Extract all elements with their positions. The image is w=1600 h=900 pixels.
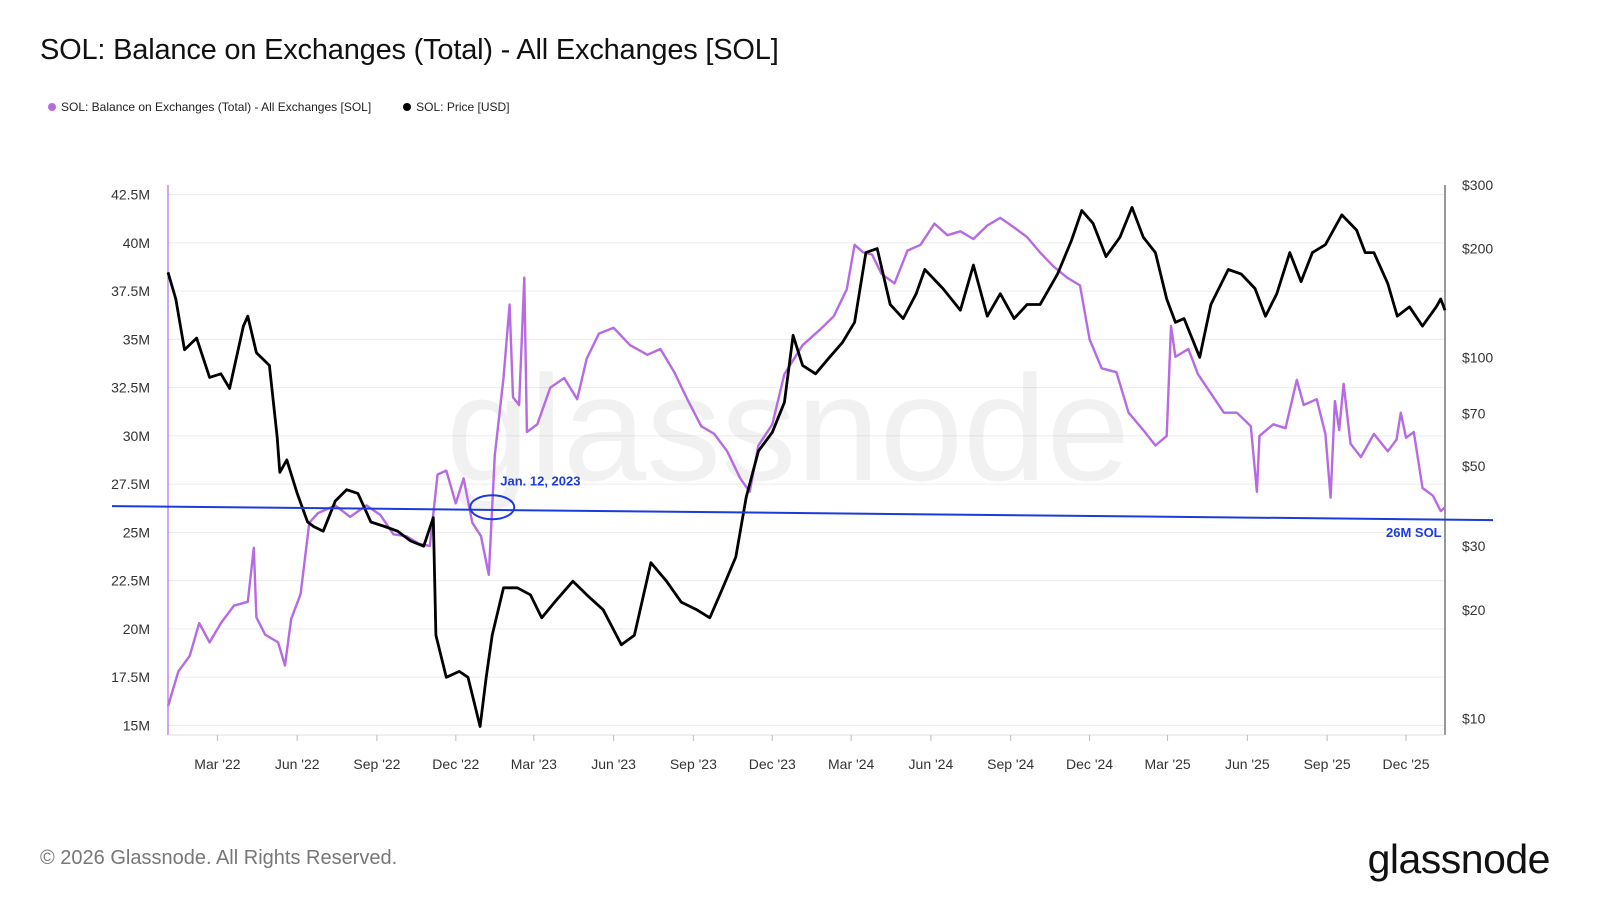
left-tick-label: 15M bbox=[123, 717, 150, 733]
chart-title: SOL: Balance on Exchanges (Total) - All … bbox=[40, 34, 779, 66]
series-layer bbox=[166, 206, 1447, 728]
x-tick-label: Jun '22 bbox=[275, 756, 320, 772]
left-tick-label: 17.5M bbox=[111, 669, 150, 685]
left-tick-label: 25M bbox=[123, 524, 150, 540]
right-axis: $300 $200 $100 $70 $50 $30 $20 $10 bbox=[1444, 177, 1493, 735]
x-tick-label: Dec '25 bbox=[1382, 756, 1429, 772]
x-tick-label: Mar '22 bbox=[194, 756, 240, 772]
x-tick-label: Jun '24 bbox=[909, 756, 954, 772]
right-tick-label: $100 bbox=[1462, 349, 1493, 365]
date-marker-label: Jan. 12, 2023 bbox=[500, 473, 580, 488]
x-tick-label: Dec '24 bbox=[1066, 756, 1113, 772]
left-axis: 42.5M 40M 37.5M 35M 32.5M 30M 27.5M 25M 22.5M 20M… bbox=[111, 185, 169, 735]
right-tick-label: $200 bbox=[1462, 241, 1493, 257]
x-tick-label: Sep '24 bbox=[987, 756, 1034, 772]
annotation-layer: 26M SOL Jan. 12, 2023 bbox=[111, 473, 1494, 540]
right-tick-label: $30 bbox=[1462, 538, 1486, 554]
legend-dot-balance bbox=[48, 103, 56, 111]
date-marker-ellipse bbox=[469, 494, 516, 521]
right-tick-label: $70 bbox=[1462, 405, 1486, 421]
left-tick-label: 37.5M bbox=[111, 283, 150, 299]
left-tick-label: 27.5M bbox=[111, 476, 150, 492]
x-tick-label: Sep '22 bbox=[353, 756, 400, 772]
left-tick-label: 20M bbox=[123, 621, 150, 637]
right-tick-label: $10 bbox=[1462, 710, 1486, 726]
support-level-line bbox=[111, 505, 1494, 522]
x-axis: Mar '22 Jun '22 Sep '22 Dec '22 Mar '23 Jun '… bbox=[168, 734, 1445, 772]
legend: SOL: Balance on Exchanges (Total) - All … bbox=[48, 100, 510, 114]
gridlines bbox=[168, 194, 1445, 726]
x-tick-label: Jun '25 bbox=[1225, 756, 1270, 772]
right-tick-label: $50 bbox=[1462, 458, 1486, 474]
x-tick-label: Sep '23 bbox=[670, 756, 717, 772]
left-tick-label: 22.5M bbox=[111, 573, 150, 589]
right-tick-label: $300 bbox=[1462, 177, 1493, 193]
left-tick-label: 40M bbox=[123, 235, 150, 251]
x-tick-label: Mar '23 bbox=[511, 756, 557, 772]
left-tick-label: 35M bbox=[123, 331, 150, 347]
x-tick-label: Sep '25 bbox=[1304, 756, 1351, 772]
copyright-footer: © 2026 Glassnode. All Rights Reserved. bbox=[40, 847, 398, 869]
left-tick-label: 30M bbox=[123, 428, 150, 444]
x-tick-label: Dec '23 bbox=[749, 756, 796, 772]
legend-item-balance[interactable]: SOL: Balance on Exchanges (Total) - All … bbox=[48, 100, 371, 114]
legend-dot-price bbox=[403, 103, 412, 111]
price-series-line bbox=[166, 206, 1447, 728]
support-level-label: 26M SOL bbox=[1386, 525, 1442, 540]
legend-item-price[interactable]: SOL: Price [USD] bbox=[403, 100, 510, 114]
legend-label-price: SOL: Price [USD] bbox=[416, 100, 510, 114]
left-tick-label: 32.5M bbox=[111, 380, 150, 396]
x-tick-label: Mar '24 bbox=[828, 756, 874, 772]
brand-logo: glassnode bbox=[1367, 836, 1551, 882]
legend-label-balance: SOL: Balance on Exchanges (Total) - All … bbox=[61, 100, 372, 114]
balance-series-line bbox=[166, 216, 1446, 707]
right-tick-label: $20 bbox=[1462, 602, 1486, 618]
x-tick-label: Mar '25 bbox=[1144, 756, 1190, 772]
left-tick-label: 42.5M bbox=[111, 187, 150, 203]
x-tick-label: Dec '22 bbox=[432, 756, 479, 772]
x-tick-label: Jun '23 bbox=[591, 756, 636, 772]
